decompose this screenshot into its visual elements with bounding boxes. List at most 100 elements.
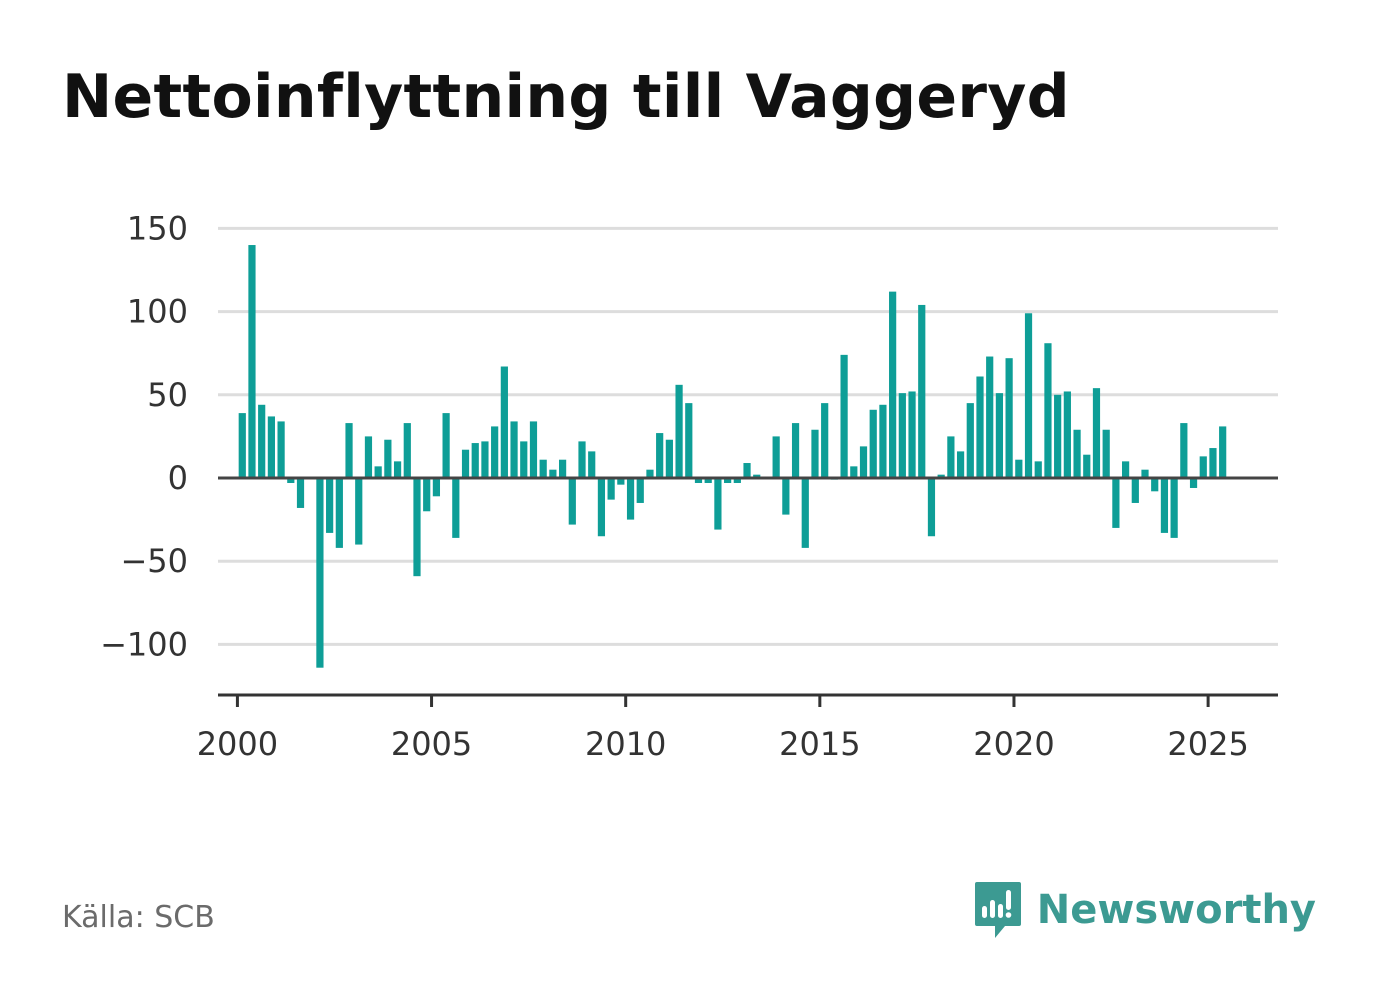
bar bbox=[364, 436, 373, 478]
bar bbox=[840, 354, 848, 478]
bar bbox=[607, 478, 615, 500]
bar bbox=[675, 384, 683, 478]
bar bbox=[646, 469, 654, 478]
bar bbox=[1209, 448, 1217, 478]
x-tick-label: 2025 bbox=[1167, 725, 1248, 763]
x-tick-label: 2020 bbox=[973, 725, 1054, 763]
bar bbox=[889, 291, 897, 478]
y-tick-label: −50 bbox=[120, 542, 188, 580]
x-tick-label: 2000 bbox=[197, 725, 278, 763]
bar bbox=[588, 451, 596, 478]
bar bbox=[267, 416, 275, 478]
bar bbox=[423, 478, 431, 512]
bar bbox=[316, 478, 324, 668]
bar bbox=[258, 404, 266, 478]
bar bbox=[976, 376, 984, 478]
bar bbox=[326, 478, 334, 533]
bar bbox=[568, 478, 576, 525]
bar bbox=[529, 421, 538, 478]
bar bbox=[1180, 423, 1188, 478]
bar bbox=[549, 469, 557, 478]
tick-labels: 150 100 50 0 −50 −100 2000 2005 2010 2015 2020 2025 bbox=[100, 209, 1249, 763]
bar bbox=[384, 439, 392, 478]
bar bbox=[248, 245, 256, 478]
bar bbox=[287, 478, 295, 483]
bar bbox=[296, 478, 305, 508]
bars bbox=[238, 245, 1227, 668]
bar bbox=[461, 449, 470, 478]
bar bbox=[1141, 469, 1149, 478]
bar bbox=[1063, 391, 1071, 478]
bar bbox=[500, 366, 508, 478]
bar bbox=[1044, 343, 1052, 478]
bar bbox=[1034, 461, 1042, 478]
bar bbox=[665, 439, 673, 478]
brand-logo[interactable]: Newsworthy bbox=[973, 880, 1316, 940]
brand-name: Newsworthy bbox=[1036, 887, 1316, 933]
bar bbox=[1131, 478, 1139, 503]
bar bbox=[986, 356, 994, 478]
y-tick-label: 50 bbox=[147, 376, 188, 414]
bar bbox=[937, 474, 945, 478]
bar bbox=[539, 459, 547, 478]
bar bbox=[1073, 429, 1081, 478]
bar bbox=[694, 478, 703, 483]
bar bbox=[811, 429, 819, 478]
bar bbox=[743, 463, 751, 478]
bar bbox=[355, 478, 363, 545]
axes bbox=[218, 476, 1278, 707]
bar bbox=[626, 478, 635, 520]
bar bbox=[1112, 478, 1120, 528]
newsworthy-logo-icon bbox=[974, 882, 1021, 938]
bar bbox=[714, 478, 722, 530]
bar bbox=[859, 446, 868, 478]
bar bbox=[1054, 394, 1062, 478]
bar bbox=[801, 478, 809, 548]
bar bbox=[481, 441, 489, 478]
bar bbox=[617, 478, 625, 485]
bar bbox=[927, 478, 936, 537]
bar bbox=[879, 404, 887, 478]
bar bbox=[753, 474, 761, 478]
bar bbox=[578, 441, 586, 478]
bar bbox=[791, 423, 800, 478]
bar bbox=[374, 466, 382, 478]
bar bbox=[238, 413, 246, 478]
bar bbox=[491, 426, 499, 478]
bar bbox=[704, 478, 712, 483]
bar bbox=[1160, 478, 1169, 533]
bar bbox=[685, 403, 693, 478]
bar bbox=[956, 451, 965, 478]
bar bbox=[850, 466, 858, 478]
bar bbox=[1083, 454, 1091, 478]
bar bbox=[559, 459, 567, 478]
bar bbox=[432, 478, 441, 497]
bar bbox=[1151, 478, 1159, 492]
bar bbox=[908, 391, 916, 478]
x-tick-label: 2015 bbox=[779, 725, 860, 763]
bar bbox=[1005, 358, 1013, 478]
bar bbox=[510, 421, 518, 478]
y-tick-label: 0 bbox=[168, 459, 188, 497]
x-tick-label: 2010 bbox=[585, 725, 666, 763]
bar bbox=[471, 443, 479, 478]
bar bbox=[1092, 388, 1101, 478]
bar bbox=[413, 478, 421, 577]
bar bbox=[335, 478, 343, 548]
bar bbox=[345, 423, 353, 478]
y-tick-label: 100 bbox=[127, 293, 188, 331]
bar bbox=[821, 403, 829, 478]
bar bbox=[442, 413, 450, 478]
bar bbox=[277, 421, 285, 478]
y-tick-label: 150 bbox=[127, 209, 188, 247]
source-note: Källa: SCB bbox=[62, 900, 215, 935]
bar bbox=[1015, 459, 1023, 478]
y-tick-label: −100 bbox=[100, 625, 188, 663]
bar bbox=[393, 461, 402, 478]
bar bbox=[452, 478, 460, 538]
bar bbox=[1122, 461, 1130, 478]
bar bbox=[918, 304, 926, 478]
bar bbox=[995, 393, 1004, 478]
bar bbox=[869, 409, 877, 478]
